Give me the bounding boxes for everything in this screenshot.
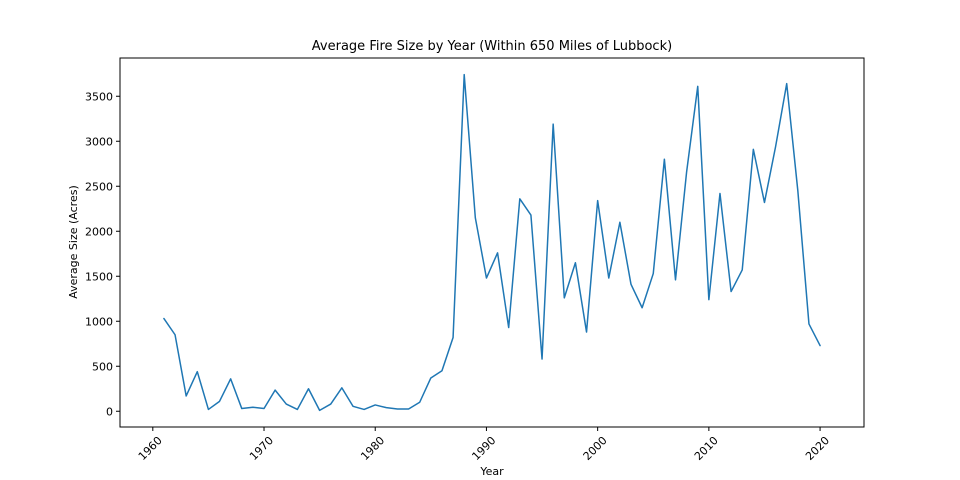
chart-title: Average Fire Size by Year (Within 650 Mi… <box>312 39 672 54</box>
x-tick-label: 1980 <box>358 434 387 463</box>
y-tick-label: 1000 <box>85 315 113 328</box>
series-line <box>163 73 821 412</box>
y-tick-label: 1500 <box>85 270 113 283</box>
y-axis-label: Average Size (Acres) <box>67 185 80 299</box>
axis-ticks: 0 500 1000 1500 2000 2500 3000 3500 1960 1970 1980… <box>85 90 832 463</box>
y-tick-label: 2500 <box>85 180 113 193</box>
x-axis-label: Year <box>479 465 504 478</box>
x-tick-label: 2000 <box>581 434 610 463</box>
x-tick-label: 1960 <box>136 434 165 463</box>
x-tick-label: 1970 <box>247 434 276 463</box>
y-tick-label: 2000 <box>85 225 113 238</box>
x-tick-label: 2020 <box>803 434 832 463</box>
y-tick-label: 3500 <box>85 90 113 103</box>
y-tick-label: 3000 <box>85 135 113 148</box>
y-tick-label: 0 <box>106 405 113 418</box>
x-tick-label: 2010 <box>692 434 721 463</box>
plot-frame <box>119 57 865 428</box>
x-tick-label: 1990 <box>469 434 498 463</box>
y-tick-label: 500 <box>92 360 113 373</box>
